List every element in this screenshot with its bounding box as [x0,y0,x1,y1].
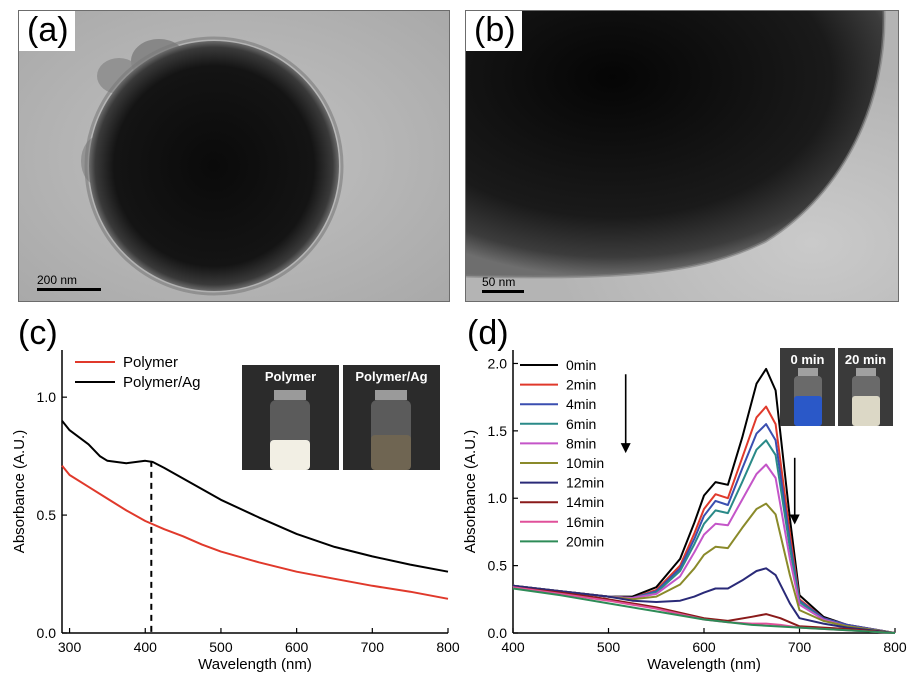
x-tick-label: 800 [883,639,907,655]
tem-micrograph-a [19,11,449,301]
legend-label: 2min [566,377,596,393]
vial-photo-polymer-ag: Polymer/Ag [343,365,440,470]
vial-liquid-polymer-ag [371,435,411,470]
panel-label-box-a: (a) [19,11,75,51]
legend-label: 16min [566,514,604,530]
panel-label-c: (c) [18,314,58,352]
panel-label-a: (a) [27,11,69,49]
x-tick-label: 400 [134,639,158,655]
legend-label: 20min [566,533,604,549]
series-line-8min [512,463,896,634]
vial-liquid-polymer [270,440,310,470]
x-tick-label: 500 [597,639,621,655]
absorbance-chart-d: 400 500 600 700 800 0.0 0.5 1.0 1.5 2.0 Wavelength… [462,350,907,673]
x-axis-label: Wavelength (nm) [647,656,761,673]
vial-liquid-0min [794,396,822,426]
legend-label: 4min [566,396,596,412]
legend-label: Polymer/Ag [123,374,201,391]
legend-label: Polymer [123,354,178,371]
x-tick-label: 800 [436,639,460,655]
y-tick-label: 0.5 [37,507,57,523]
inset-label-0min: 0 min [790,352,825,367]
y-tick-label: 0.0 [488,625,508,641]
arrow-head-icon [789,514,800,525]
y-axis-label: Absorbance (A.U.) [11,430,28,553]
inset-label-polymer: Polymer [264,369,317,384]
x-tick-label: 400 [501,639,525,655]
x-tick-label: 500 [209,639,233,655]
arrow-head-icon [620,443,631,454]
x-tick-label: 600 [692,639,716,655]
panel-label-box-b: (b) [466,11,522,51]
inset-label-polymer-ag: Polymer/Ag [355,369,428,384]
y-tick-label: 1.0 [488,490,508,506]
vial-photo-20min: 20 min [838,348,893,426]
series-line-polymer [61,464,449,600]
vial-icon [270,390,310,470]
legend-label: 0min [566,357,596,373]
absorbance-chart-c: 300 400 500 600 700 800 0.0 0.5 1.0 Wavelength (n… [11,350,460,673]
scale-bar-a: 200 nm [37,273,101,291]
scale-bar-b: 50 nm [482,275,524,293]
series-line-polymer-ag [61,420,449,573]
x-axis-label: Wavelength (nm) [198,656,312,673]
vial-icon [794,368,822,426]
vial-photo-polymer: Polymer [242,365,339,470]
panel-label-b: (b) [474,11,516,49]
vial-photo-0min: 0 min [780,348,835,426]
vial-liquid-20min [852,396,880,426]
panel-d: (d) 400 500 600 700 800 0.0 0.5 1.0 1.5 2.0 Wavele… [455,310,915,679]
legend-label: 14min [566,494,604,510]
vial-icon [852,368,880,426]
x-tick-label: 300 [58,639,82,655]
series-line-10min [512,502,896,634]
legend-label: 8min [566,435,596,451]
tem-image-b: (b) 50 nm [465,10,899,302]
panel-c: (c) 300 400 500 600 700 800 0.0 0.5 1.0 Wavelengt… [0,310,460,679]
scale-bar-label-a: 200 nm [37,273,78,287]
x-tick-label: 700 [361,639,385,655]
vial-icon [371,390,411,470]
y-tick-label: 0.5 [488,558,508,574]
tem-image-a: (a) 200 nm [18,10,450,302]
y-tick-label: 0.0 [37,625,57,641]
x-tick-label: 600 [285,639,309,655]
inset-label-20min: 20 min [844,352,887,367]
y-tick-label: 1.0 [37,389,57,405]
scale-bar-label-b: 50 nm [482,275,516,289]
series-line-14min [512,586,896,634]
panel-label-d: (d) [467,314,509,352]
tem-micrograph-b [466,11,898,301]
x-tick-label: 700 [788,639,812,655]
y-axis-label: Absorbance (A.U.) [462,430,479,553]
y-tick-label: 2.0 [488,355,508,371]
legend-label: 12min [566,475,604,491]
y-tick-label: 1.5 [488,423,508,439]
series-line-12min [512,567,896,634]
legend-label: 6min [566,416,596,432]
series-line-20min [512,587,896,634]
legend-label: 10min [566,455,604,471]
